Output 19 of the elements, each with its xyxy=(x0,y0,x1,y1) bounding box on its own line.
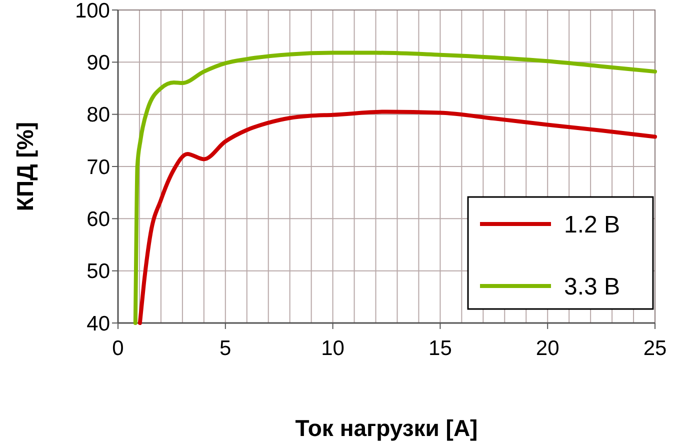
y-tick-label: 40 xyxy=(86,312,110,336)
y-tick-label: 90 xyxy=(86,52,110,75)
x-tick-label: 10 xyxy=(321,337,344,360)
x-axis-title: Ток нагрузки [A] xyxy=(295,415,478,441)
y-tick-label: 80 xyxy=(86,104,110,127)
legend-label: 1.2 B xyxy=(564,211,620,238)
y-tick-label: 50 xyxy=(86,260,110,284)
y-tick-label: 100 xyxy=(74,0,110,22)
x-tick-label: 20 xyxy=(536,337,560,360)
x-tick-label: 0 xyxy=(112,337,124,360)
x-tick-label: 15 xyxy=(428,337,452,360)
x-tick-label: 25 xyxy=(643,337,667,360)
y-tick-label: 60 xyxy=(86,208,110,232)
y-tick-label: 70 xyxy=(86,156,110,179)
line-series xyxy=(138,110,657,325)
x-tick-label: 5 xyxy=(220,337,232,360)
line-series xyxy=(133,50,657,325)
legend-label: 3.3 B xyxy=(564,273,620,300)
y-axis-title: КПД [%] xyxy=(12,122,38,212)
